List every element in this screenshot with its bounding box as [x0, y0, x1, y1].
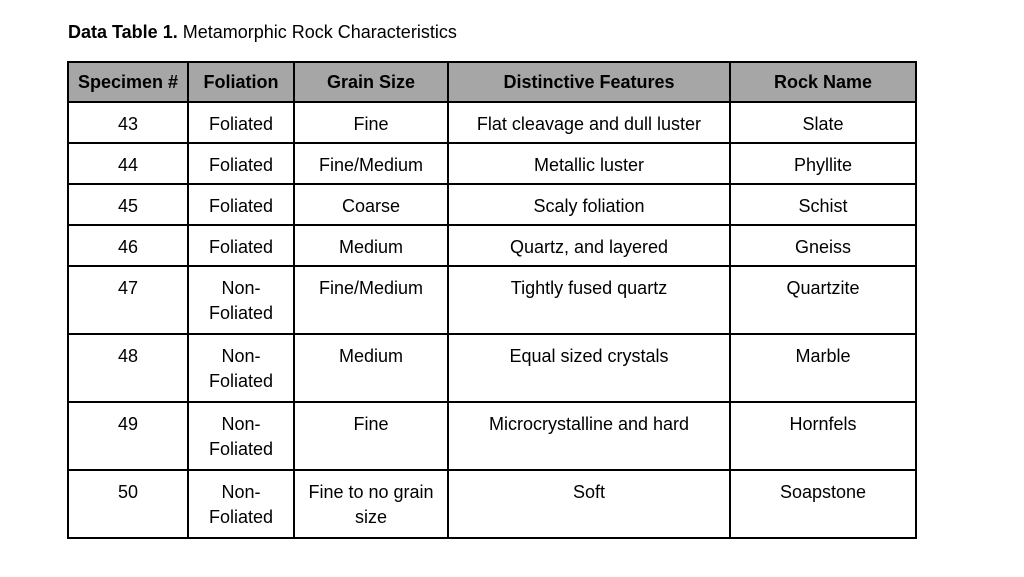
table-row: 45 Foliated Coarse Scaly foliation Schis… — [67, 183, 917, 226]
cell-specimen: 43 — [67, 101, 189, 144]
cell-rock-name: Soapstone — [729, 469, 917, 539]
header-row: Specimen # Foliation Grain Size Distinct… — [67, 61, 917, 103]
cell-features: Scaly foliation — [447, 183, 731, 226]
cell-specimen: 48 — [67, 333, 189, 403]
cell-specimen: 45 — [67, 183, 189, 226]
cell-features: Quartz, and layered — [447, 224, 731, 267]
cell-grain-size: Fine — [293, 101, 449, 144]
table-row: 44 Foliated Fine/Medium Metallic luster … — [67, 142, 917, 185]
cell-features: Soft — [447, 469, 731, 539]
cell-rock-name: Slate — [729, 101, 917, 144]
header-grain-size: Grain Size — [293, 61, 449, 103]
header-specimen: Specimen # — [67, 61, 189, 103]
cell-rock-name: Phyllite — [729, 142, 917, 185]
cell-foliation: Foliated — [187, 224, 295, 267]
table-row: 49 Non-Foliated Fine Microcrystalline an… — [67, 401, 917, 471]
cell-specimen: 44 — [67, 142, 189, 185]
cell-grain-size: Fine — [293, 401, 449, 471]
table-row: 47 Non-Foliated Fine/Medium Tightly fuse… — [67, 265, 917, 335]
header-foliation: Foliation — [187, 61, 295, 103]
caption-title: Metamorphic Rock Characteristics — [182, 22, 457, 42]
cell-foliation: Non-Foliated — [187, 333, 295, 403]
cell-grain-size: Coarse — [293, 183, 449, 226]
rock-table: Specimen # Foliation Grain Size Distinct… — [67, 61, 917, 539]
table-caption: Data Table 1. Metamorphic Rock Character… — [68, 20, 457, 44]
cell-specimen: 47 — [67, 265, 189, 335]
cell-features: Flat cleavage and dull luster — [447, 101, 731, 144]
cell-specimen: 46 — [67, 224, 189, 267]
cell-foliation: Non-Foliated — [187, 401, 295, 471]
cell-foliation: Foliated — [187, 183, 295, 226]
cell-grain-size: Medium — [293, 333, 449, 403]
cell-rock-name: Quartzite — [729, 265, 917, 335]
cell-foliation: Foliated — [187, 142, 295, 185]
cell-features: Metallic luster — [447, 142, 731, 185]
cell-grain-size: Fine/Medium — [293, 142, 449, 185]
caption-lead: Data Table 1. — [68, 22, 178, 42]
header-rock-name: Rock Name — [729, 61, 917, 103]
table-row: 43 Foliated Fine Flat cleavage and dull … — [67, 101, 917, 144]
cell-rock-name: Marble — [729, 333, 917, 403]
cell-foliation: Non-Foliated — [187, 265, 295, 335]
table-row: 46 Foliated Medium Quartz, and layered G… — [67, 224, 917, 267]
cell-features: Microcrystalline and hard — [447, 401, 731, 471]
cell-grain-size: Fine/Medium — [293, 265, 449, 335]
table-row: 48 Non-Foliated Medium Equal sized cryst… — [67, 333, 917, 403]
table-row: 50 Non-Foliated Fine to no grain size So… — [67, 469, 917, 539]
cell-grain-size: Medium — [293, 224, 449, 267]
cell-features: Tightly fused quartz — [447, 265, 731, 335]
cell-rock-name: Hornfels — [729, 401, 917, 471]
cell-features: Equal sized crystals — [447, 333, 731, 403]
cell-grain-size: Fine to no grain size — [293, 469, 449, 539]
cell-specimen: 49 — [67, 401, 189, 471]
cell-rock-name: Gneiss — [729, 224, 917, 267]
cell-foliation: Foliated — [187, 101, 295, 144]
cell-specimen: 50 — [67, 469, 189, 539]
cell-foliation: Non-Foliated — [187, 469, 295, 539]
header-distinctive-features: Distinctive Features — [447, 61, 731, 103]
cell-rock-name: Schist — [729, 183, 917, 226]
